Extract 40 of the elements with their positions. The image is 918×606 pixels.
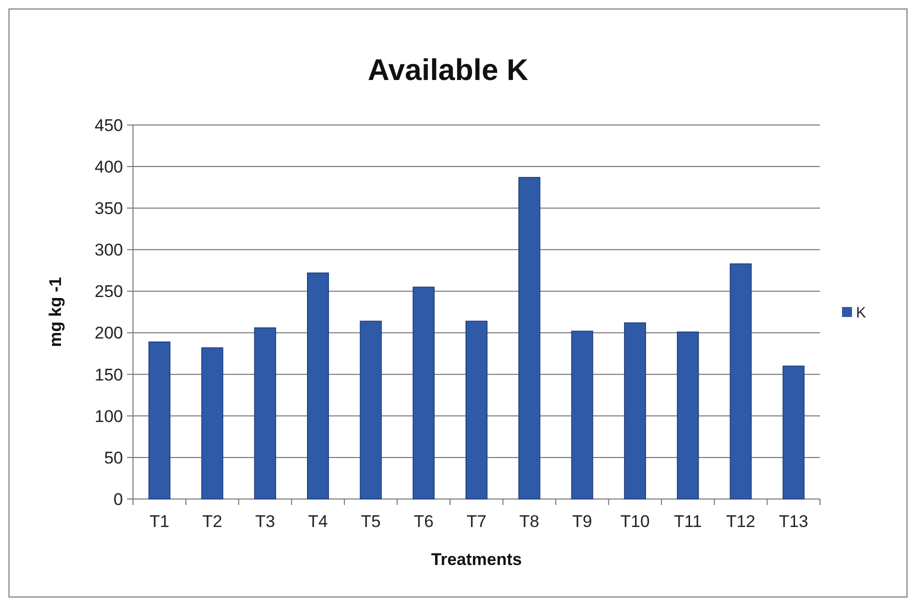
y-tick-label: 400 <box>94 158 123 177</box>
y-tick-label: 300 <box>94 240 123 260</box>
bar <box>148 342 170 500</box>
x-tick-label: T3 <box>255 512 276 531</box>
x-tick-label: T4 <box>308 512 328 531</box>
bar <box>782 366 805 500</box>
bar <box>518 176 540 500</box>
bar <box>676 332 699 500</box>
x-tick-label: T12 <box>726 512 756 531</box>
y-axis-title: mg kg -1 <box>46 277 65 347</box>
x-tick-label: T7 <box>466 512 486 531</box>
y-tick-label: 50 <box>104 448 123 468</box>
x-tick-label: T11 <box>674 512 702 531</box>
chart-title: Available K <box>368 54 529 87</box>
x-tick-label: T9 <box>572 512 592 531</box>
x-tick-label: T10 <box>620 512 650 531</box>
x-tick-label: T6 <box>414 512 434 531</box>
bar <box>412 286 435 500</box>
y-tick-label: 100 <box>94 406 123 426</box>
y-tick-label: 200 <box>94 324 123 343</box>
x-tick-label: T1 <box>150 512 170 531</box>
y-tick-label: 0 <box>114 490 123 509</box>
legend-label: K <box>856 304 866 322</box>
x-tick-label: T2 <box>202 512 222 531</box>
y-tick-label: 150 <box>94 365 123 384</box>
bar <box>254 327 276 500</box>
bar <box>360 320 382 500</box>
x-axis-title: Treatments <box>431 550 522 569</box>
bar <box>571 330 594 500</box>
bar <box>306 272 329 500</box>
x-tick-label: T8 <box>519 512 540 531</box>
x-tick-label: T13 <box>778 512 808 531</box>
bar <box>466 320 488 500</box>
x-tick-label: T5 <box>360 512 381 531</box>
y-tick-label: 450 <box>94 116 123 135</box>
y-tick-label: 250 <box>94 282 123 302</box>
y-tick-label: 350 <box>94 199 123 218</box>
bar <box>201 347 224 500</box>
bar <box>730 263 752 500</box>
bar <box>624 322 646 500</box>
